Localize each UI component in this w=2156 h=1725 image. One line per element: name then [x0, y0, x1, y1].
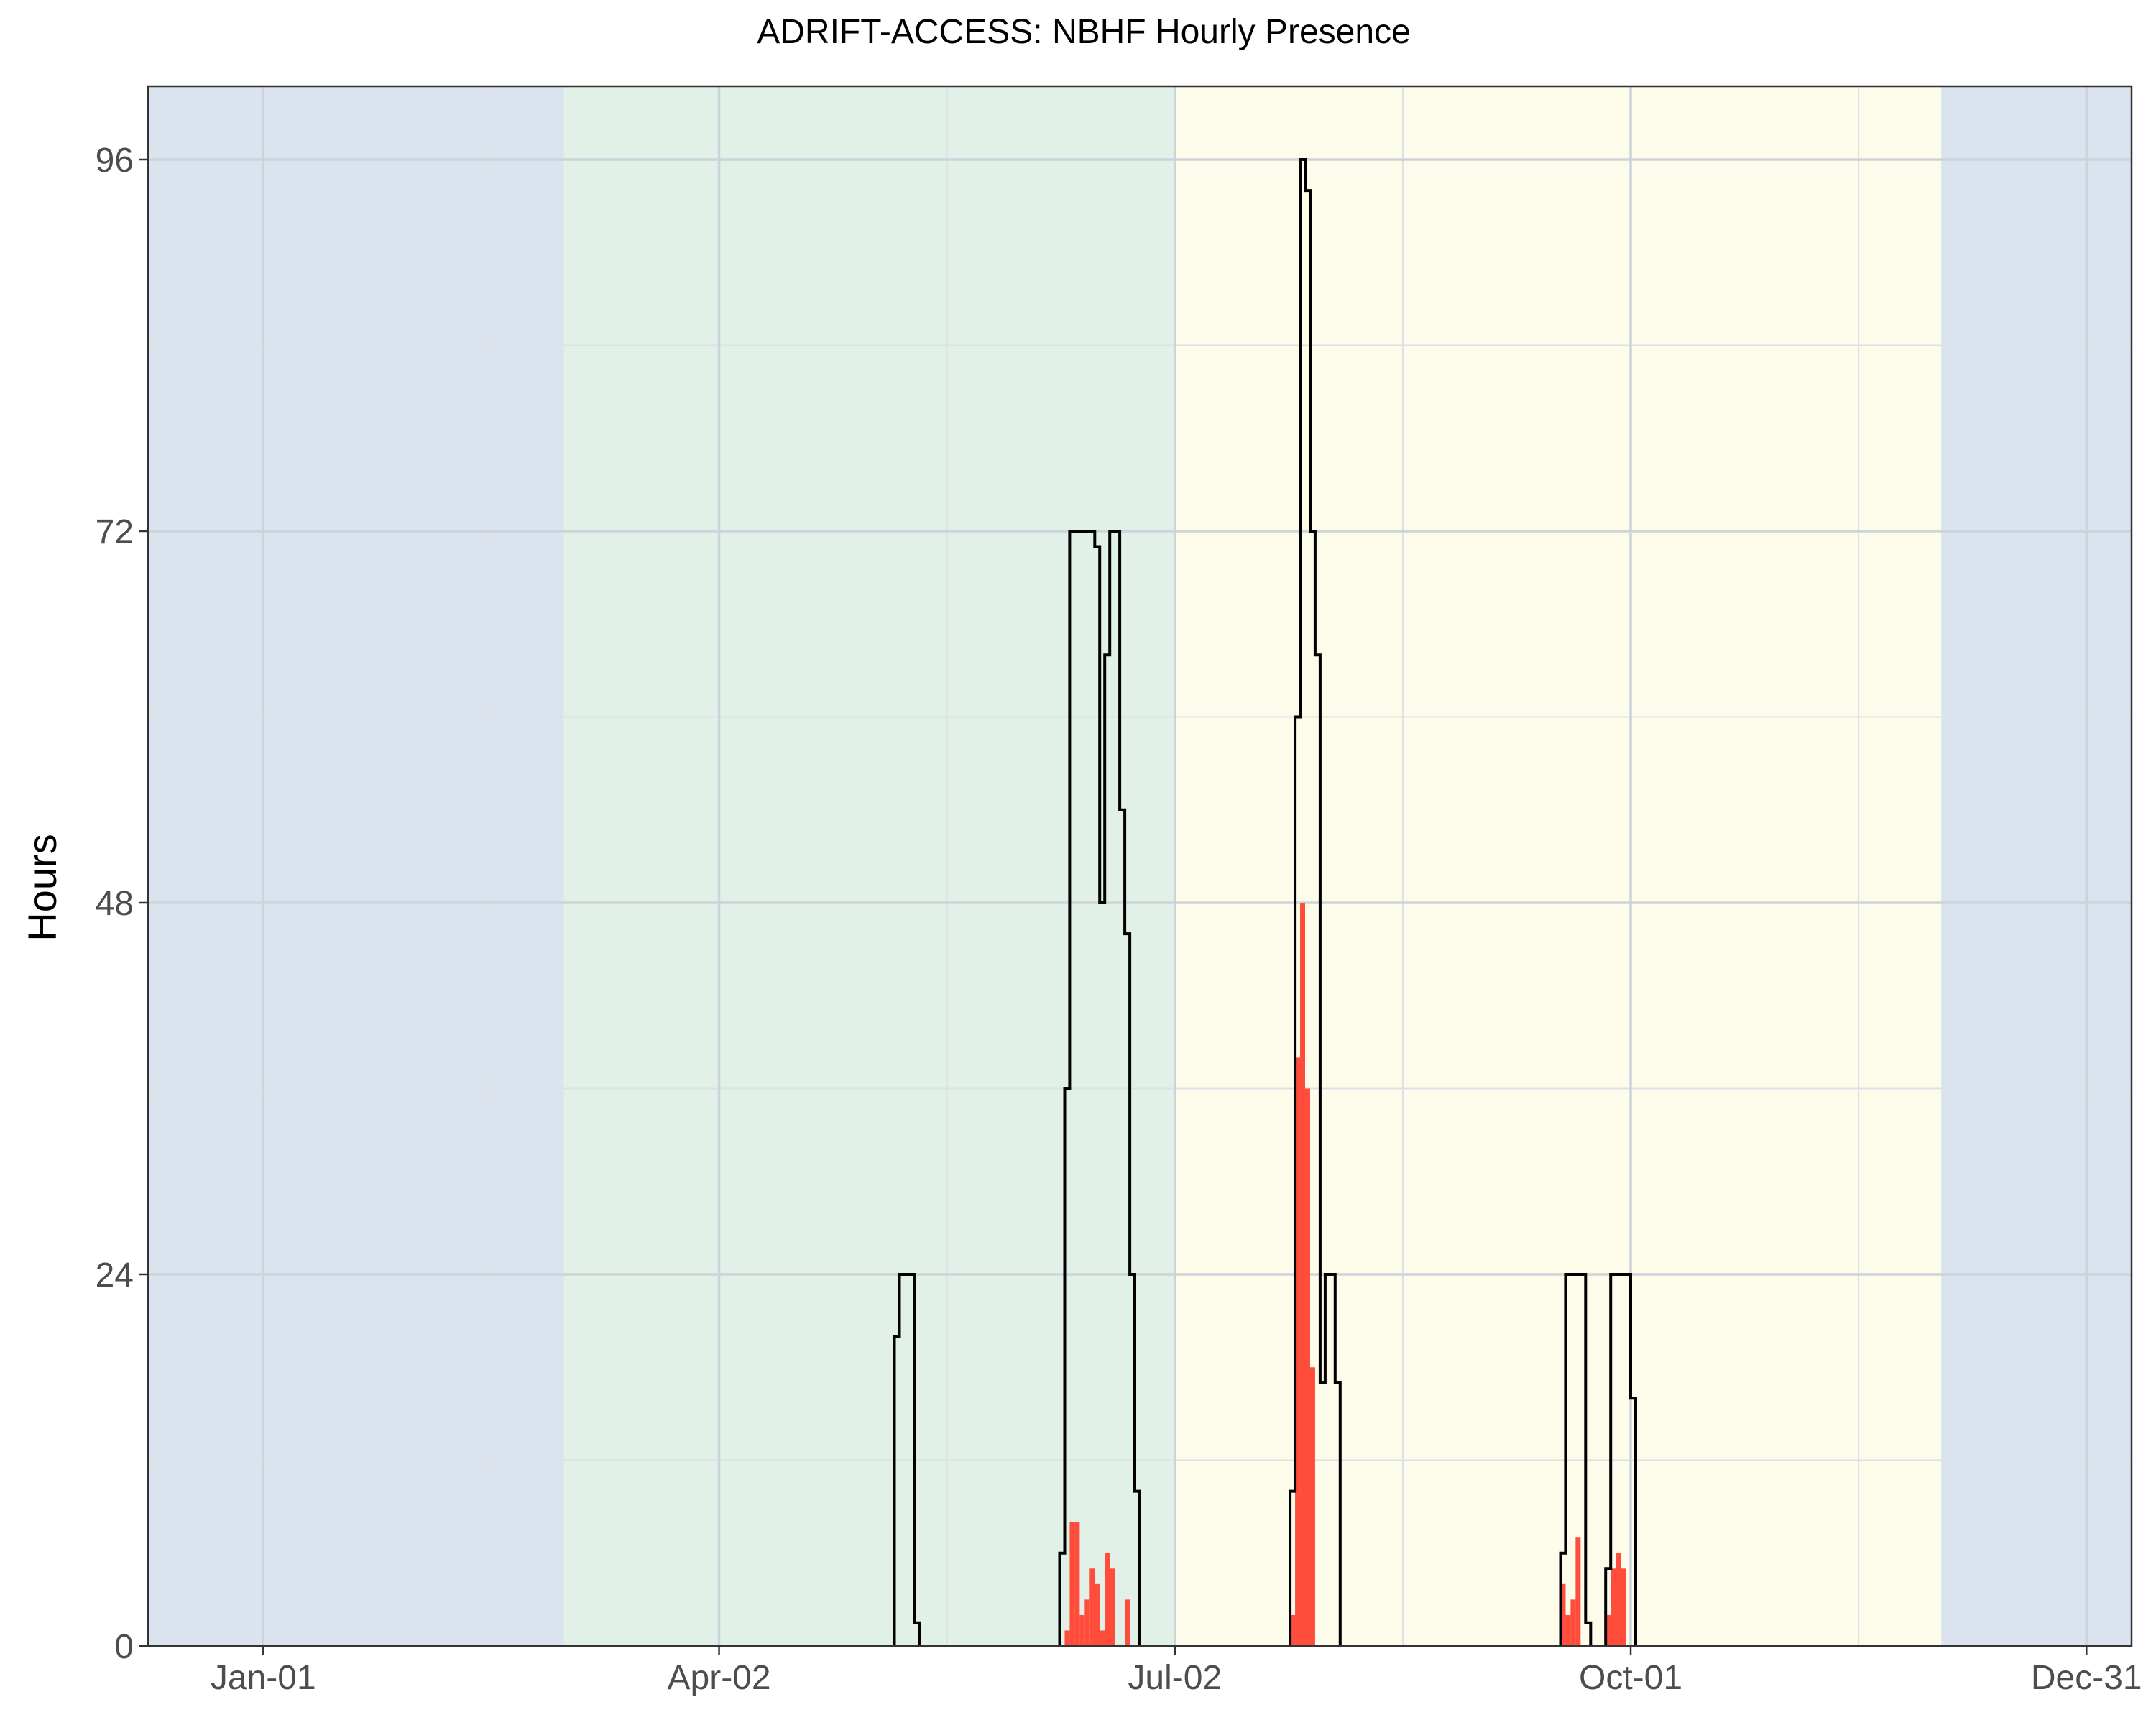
bar-6	[1095, 1583, 1100, 1646]
season-band-2	[1174, 86, 1942, 1646]
bar-29	[1621, 1568, 1626, 1646]
y-tick-label-4: 96	[96, 142, 134, 180]
bar-20	[1560, 1583, 1566, 1646]
bar-23	[1575, 1537, 1581, 1646]
bar-1	[1069, 1522, 1075, 1646]
bar-8	[1105, 1552, 1110, 1646]
y-axis: 0 24 48 72 96	[96, 142, 148, 1666]
season-bands	[148, 86, 2132, 1646]
red-bars	[1064, 903, 1626, 1646]
plot-border	[147, 85, 2133, 1647]
y-tick-label-2: 48	[96, 885, 134, 923]
bar-27	[1611, 1568, 1616, 1646]
y-tick-label-3: 72	[96, 513, 134, 551]
x-tick-label-3: Oct-01	[1579, 1659, 1682, 1697]
bar-28	[1616, 1552, 1621, 1646]
bar-12	[1125, 1599, 1130, 1646]
y-tick-label-0: 0	[114, 1628, 134, 1666]
x-tick-label-4: Dec-31	[2031, 1659, 2142, 1697]
bar-0	[1064, 1630, 1070, 1646]
bar-21	[1565, 1614, 1571, 1646]
bar-16	[1300, 903, 1305, 1646]
season-band-1	[563, 86, 1175, 1646]
x-tick-label-1: Apr-02	[668, 1659, 771, 1697]
x-axis: Jan-01 Apr-02 Jul-02 Oct-01 Dec-31	[211, 1646, 2142, 1697]
bar-14	[1290, 1614, 1296, 1646]
bar-22	[1570, 1599, 1576, 1646]
step-segment-2	[1289, 158, 1345, 1647]
y-axis-label: Hours	[19, 834, 65, 941]
bar-26	[1606, 1614, 1611, 1646]
bar-4	[1084, 1599, 1090, 1646]
season-band-0	[148, 86, 564, 1646]
y-tick-label-1: 24	[96, 1256, 134, 1294]
bar-17	[1305, 1088, 1310, 1646]
x-tick-label-0: Jan-01	[211, 1659, 316, 1697]
bar-18	[1309, 1367, 1315, 1646]
bar-9	[1110, 1568, 1115, 1646]
step-segment-1	[1058, 530, 1150, 1647]
x-tick-label-2: Jul-02	[1128, 1659, 1222, 1697]
bar-7	[1100, 1630, 1105, 1646]
chart-title: ADRIFT-ACCESS: NBHF Hourly Presence	[757, 13, 1411, 51]
bar-2	[1074, 1522, 1080, 1646]
bar-5	[1089, 1568, 1095, 1646]
bar-3	[1079, 1614, 1085, 1646]
season-band-3	[1941, 86, 2132, 1646]
bar-15	[1295, 1057, 1301, 1646]
